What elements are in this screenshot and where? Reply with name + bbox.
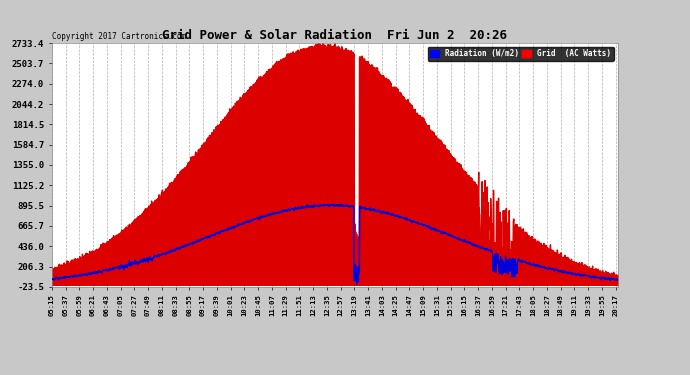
Text: Copyright 2017 Cartronics.com: Copyright 2017 Cartronics.com (52, 32, 186, 41)
Title: Grid Power & Solar Radiation  Fri Jun 2  20:26: Grid Power & Solar Radiation Fri Jun 2 2… (162, 29, 507, 42)
Legend: Radiation (W/m2), Grid  (AC Watts): Radiation (W/m2), Grid (AC Watts) (428, 47, 613, 60)
